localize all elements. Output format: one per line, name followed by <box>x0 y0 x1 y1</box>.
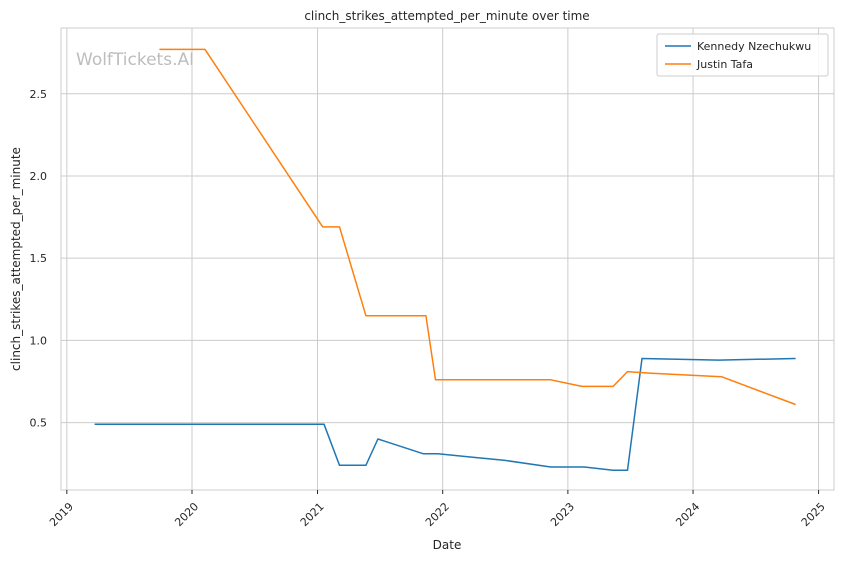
grid-lines <box>61 28 834 490</box>
x-axis-ticks: 2019 2020 2021 2022 2023 2024 2025 <box>47 490 828 529</box>
x-tick-label: 2021 <box>298 500 327 529</box>
y-tick-label: 2.5 <box>30 88 48 101</box>
legend-label-kennedy: Kennedy Nzechukwu <box>697 40 811 53</box>
legend-label-tafa: Justin Tafa <box>696 58 753 71</box>
x-tick-label: 2024 <box>673 500 702 529</box>
y-tick-label: 0.5 <box>30 417 48 430</box>
watermark: WolfTickets.AI <box>76 50 194 70</box>
series-line-1 <box>159 48 796 406</box>
x-axis-title: Date <box>433 538 462 552</box>
y-tick-label: 1.5 <box>30 252 48 265</box>
y-tick-label: 2.0 <box>30 170 48 183</box>
legend: Kennedy Nzechukwu Justin Tafa <box>656 33 829 77</box>
y-tick-label: 1.0 <box>30 334 48 347</box>
series-line-0 <box>94 357 796 472</box>
series-layer <box>94 48 796 472</box>
plot-frame <box>60 27 835 491</box>
chart-title: clinch_strikes_attempted_per_minute over… <box>304 9 589 23</box>
legend-box <box>656 33 829 77</box>
x-tick-label: 2025 <box>799 500 828 529</box>
x-tick-label: 2019 <box>47 500 76 529</box>
x-tick-label: 2022 <box>423 500 452 529</box>
x-tick-label: 2023 <box>548 500 577 529</box>
x-tick-label: 2020 <box>172 500 201 529</box>
y-axis-title: clinch_strikes_attempted_per_minute <box>9 147 23 371</box>
y-axis-ticks: 0.5 1.0 1.5 2.0 2.5 <box>30 88 48 430</box>
